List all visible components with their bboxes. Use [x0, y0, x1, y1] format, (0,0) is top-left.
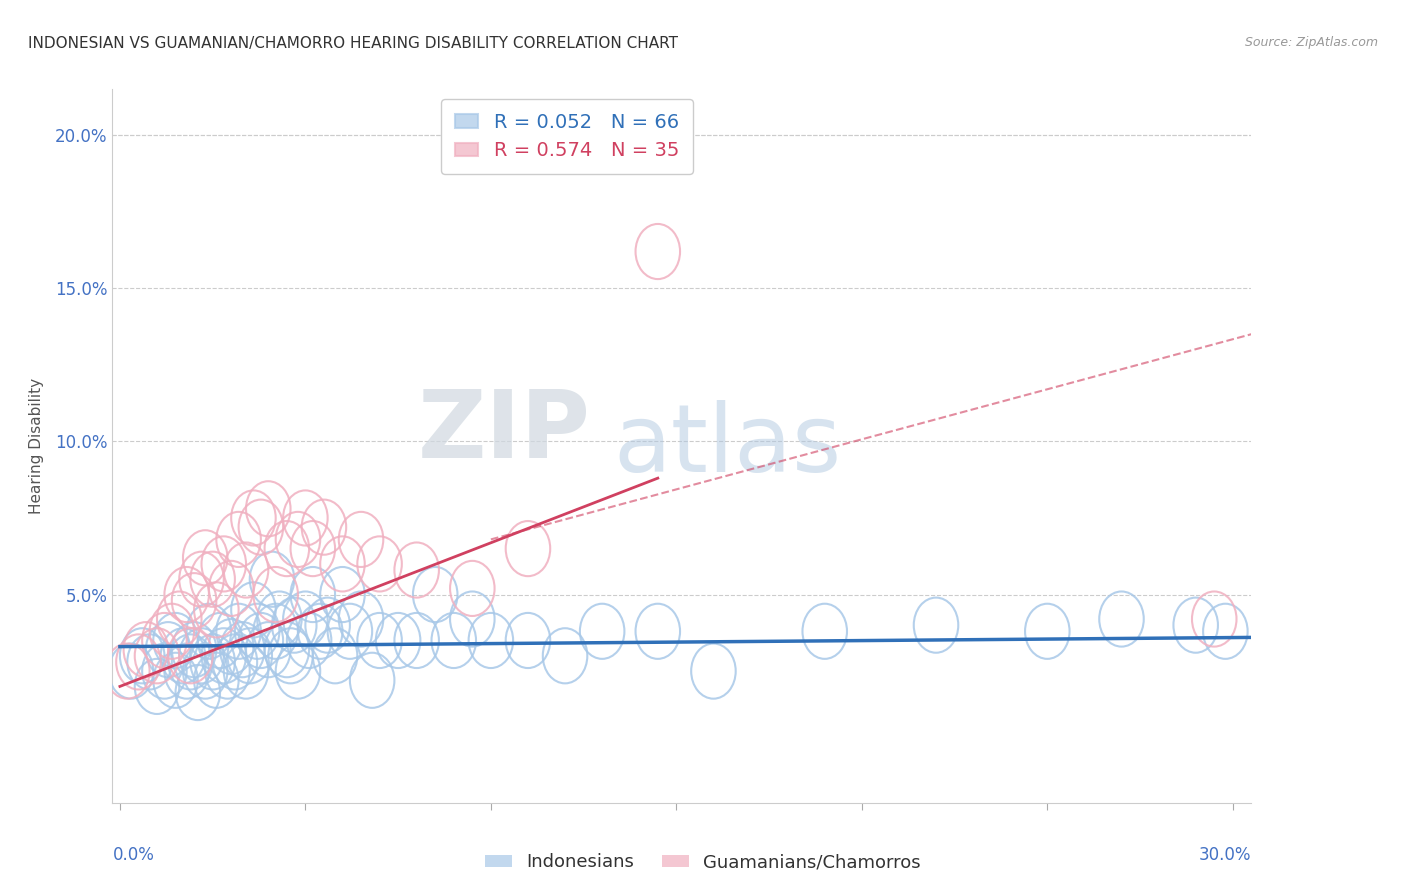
- Y-axis label: Hearing Disability: Hearing Disability: [30, 378, 44, 514]
- Text: ZIP: ZIP: [418, 385, 591, 478]
- Legend: Indonesians, Guamanians/Chamorros: Indonesians, Guamanians/Chamorros: [478, 847, 928, 879]
- Text: 0.0%: 0.0%: [112, 846, 155, 863]
- Legend: R = 0.052   N = 66, R = 0.574   N = 35: R = 0.052 N = 66, R = 0.574 N = 35: [441, 99, 693, 174]
- Text: 30.0%: 30.0%: [1199, 846, 1251, 863]
- Text: atlas: atlas: [613, 400, 842, 492]
- Text: INDONESIAN VS GUAMANIAN/CHAMORRO HEARING DISABILITY CORRELATION CHART: INDONESIAN VS GUAMANIAN/CHAMORRO HEARING…: [28, 36, 678, 51]
- Text: Source: ZipAtlas.com: Source: ZipAtlas.com: [1244, 36, 1378, 49]
